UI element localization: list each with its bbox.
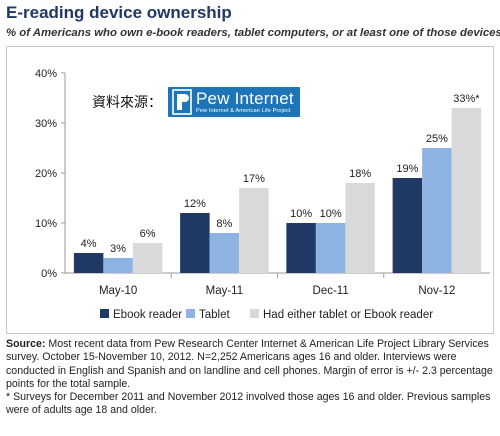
source-label: Source:: [6, 338, 46, 350]
watermark-label: 資料來源：: [92, 95, 162, 111]
source-watermark: 資料來源： Pew Internet Pew Internet & Americ…: [92, 84, 300, 120]
y-tick-label: 0%: [41, 268, 57, 280]
data-label: 33%*: [453, 93, 480, 105]
bar: [392, 178, 423, 273]
bar: [451, 108, 482, 273]
bar: [345, 183, 375, 273]
source-note: Source: Most recent data from Pew Resear…: [6, 338, 496, 391]
data-label: 6%: [140, 228, 156, 240]
bar: [422, 148, 452, 273]
legend-label: Had either tablet or Ebook reader: [263, 309, 433, 321]
footnote: * Surveys for December 2011 and November…: [6, 391, 491, 417]
legend-label: Ebook reader: [113, 309, 182, 321]
data-label: 10%: [320, 208, 342, 220]
y-tick-label: 30%: [35, 118, 57, 130]
bar: [286, 223, 316, 273]
bar: [73, 253, 104, 273]
legend-swatch: [250, 309, 259, 318]
data-label: 3%: [110, 243, 126, 255]
bar: [239, 188, 269, 273]
legend-swatch: [100, 309, 109, 318]
bar: [315, 223, 346, 273]
bar: [209, 233, 240, 273]
legend-swatch: [186, 309, 195, 318]
pew-emblem-icon: [172, 89, 192, 115]
bar: [132, 243, 163, 273]
chart-frame: [6, 46, 494, 334]
data-label: 4%: [81, 238, 97, 250]
data-label: 18%: [349, 168, 371, 180]
source-text: Most recent data from Pew Research Cente…: [6, 338, 493, 390]
x-tick-label: Nov-12: [418, 285, 455, 297]
logo-main-text: Pew Internet: [196, 88, 294, 108]
data-label: 25%: [426, 133, 448, 145]
data-label: 12%: [184, 198, 206, 210]
y-tick-label: 10%: [35, 218, 57, 230]
y-tick-label: 40%: [35, 68, 57, 80]
data-label: 10%: [290, 208, 312, 220]
bar: [180, 213, 210, 273]
chart-notes: Source: Most recent data from Pew Resear…: [6, 338, 496, 418]
data-label: 19%: [396, 163, 418, 175]
pew-internet-logo: Pew Internet Pew Internet & American Lif…: [168, 87, 300, 117]
x-tick-label: May-11: [206, 285, 244, 297]
y-tick-label: 20%: [35, 168, 57, 180]
logo-sub-text: Pew Internet & American Life Project: [196, 107, 291, 114]
bar: [103, 258, 133, 273]
legend-label: Tablet: [199, 309, 230, 321]
x-tick-label: Dec-11: [313, 285, 349, 297]
data-label: 8%: [216, 218, 232, 230]
x-tick-label: May-10: [99, 285, 137, 297]
chart-subtitle: % of Americans who own e-book readers, t…: [6, 27, 500, 39]
data-label: 17%: [243, 173, 265, 185]
chart-title: E-reading device ownership: [6, 3, 232, 22]
